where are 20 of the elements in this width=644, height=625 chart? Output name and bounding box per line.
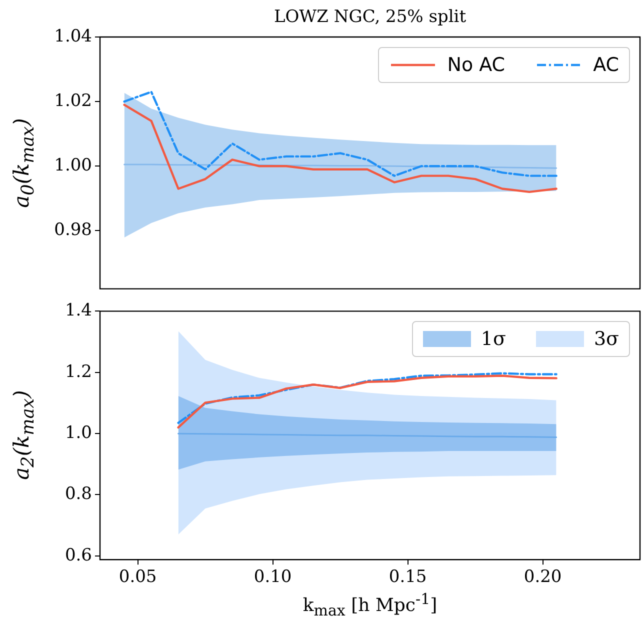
- x-tick-label: 0.05: [118, 567, 157, 588]
- y-tick-label: 1.00: [54, 156, 92, 176]
- y-tick-label: 0.6: [64, 545, 92, 566]
- x-tick-label: 0.15: [388, 567, 427, 588]
- chart-title: LOWZ NGC, 25% split: [272, 7, 468, 27]
- y-tick-label: 1.02: [54, 90, 92, 111]
- line-series: [123, 90, 558, 177]
- x-tick-label: 0.20: [524, 567, 562, 588]
- y-tick-label: 1.04: [54, 26, 92, 46]
- legend-label: 3σ: [594, 328, 619, 350]
- y-tick-label: 0.8: [64, 484, 92, 504]
- x-tick-label: 0.10: [254, 567, 292, 588]
- legend-label: 1σ: [480, 328, 506, 350]
- y-tick-label: 1.4: [64, 300, 92, 321]
- y-tick-label: 1.0: [64, 422, 92, 443]
- x-axis-title: k$_{max}$ [h Mpc$^{-1}$]: [302, 590, 438, 620]
- legend-label: No AC: [447, 54, 506, 76]
- y-tick-label: 1.2: [64, 362, 92, 382]
- y-tick-label: 0.98: [54, 220, 92, 240]
- legend-label: AC: [593, 54, 619, 76]
